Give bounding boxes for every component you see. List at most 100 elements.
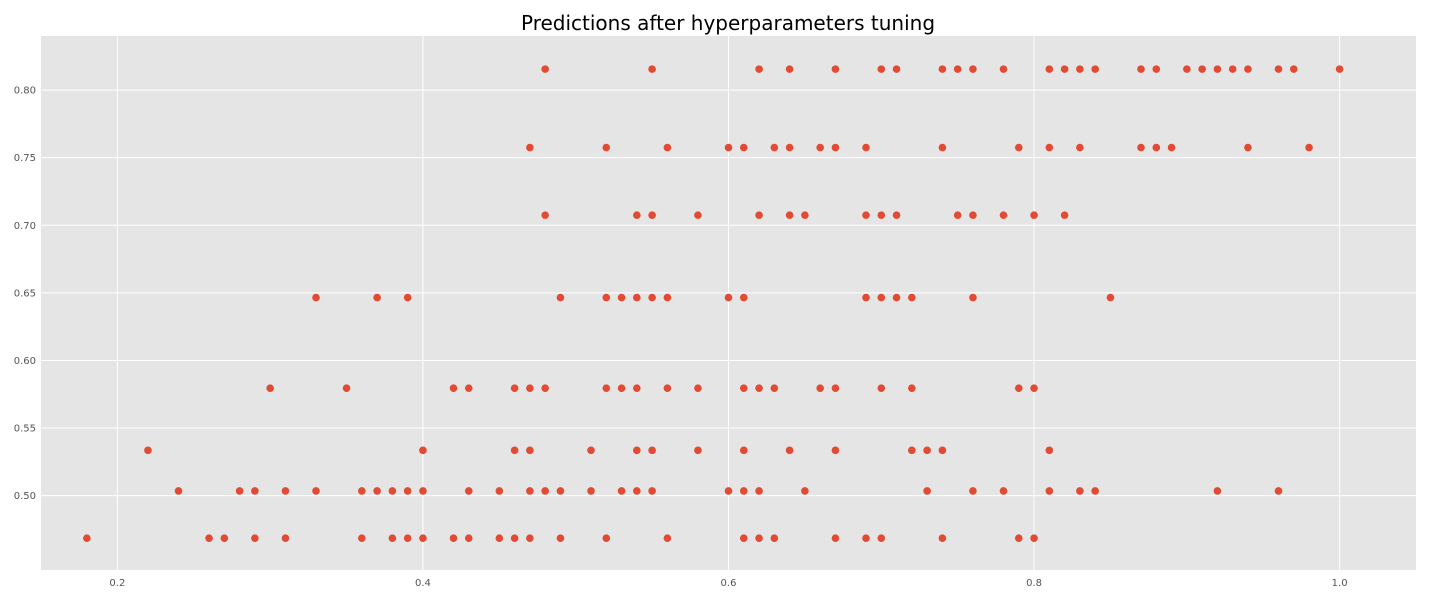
scatter-point	[1076, 143, 1084, 152]
scatter-point	[144, 446, 152, 455]
x-tick-label: 0.6	[721, 578, 737, 589]
scatter-point	[1305, 143, 1313, 152]
scatter-point	[938, 143, 947, 152]
scatter-point	[755, 534, 763, 543]
chart-title: Predictions after hyperparameters tuning	[521, 11, 935, 35]
scatter-point	[755, 487, 763, 495]
scatter-point	[83, 534, 91, 543]
scatter-point	[541, 487, 549, 495]
scatter-point	[1213, 487, 1222, 495]
scatter-point	[1030, 384, 1038, 392]
scatter-point	[1045, 446, 1054, 455]
scatter-point	[510, 384, 519, 392]
scatter-point	[587, 446, 595, 455]
scatter-point	[358, 487, 366, 495]
scatter-point	[235, 487, 244, 495]
scatter-point	[1152, 143, 1161, 152]
scatter-point	[969, 211, 977, 219]
data-points	[83, 65, 1344, 543]
scatter-point	[312, 487, 320, 495]
scatter-point	[266, 384, 274, 392]
scatter-point	[877, 65, 886, 73]
scatter-point	[1045, 487, 1054, 495]
scatter-point	[388, 487, 397, 495]
x-tick-label: 0.4	[415, 578, 431, 589]
scatter-point	[1045, 65, 1054, 73]
scatter-point	[602, 384, 611, 392]
y-tick-label: 0.75	[14, 153, 36, 164]
scatter-point	[862, 211, 870, 219]
scatter-point	[449, 534, 458, 543]
scatter-point	[892, 65, 901, 73]
scatter-point	[816, 384, 824, 392]
scatter-point	[281, 534, 290, 543]
scatter-point	[1289, 65, 1298, 73]
scatter-point	[526, 534, 534, 543]
scatter-point	[923, 446, 931, 455]
y-tick-label: 0.60	[14, 356, 36, 367]
scatter-point	[694, 384, 702, 392]
scatter-point	[663, 143, 672, 152]
scatter-point	[220, 534, 229, 543]
scatter-point	[174, 487, 183, 495]
scatter-point	[464, 384, 473, 392]
scatter-point	[1045, 143, 1054, 152]
scatter-point	[969, 487, 977, 495]
scatter-point	[205, 534, 213, 543]
scatter-point	[908, 384, 916, 392]
scatter-point	[831, 534, 840, 543]
scatter-point	[1244, 65, 1252, 73]
scatter-point	[908, 446, 916, 455]
scatter-point	[1060, 211, 1069, 219]
scatter-point	[1060, 65, 1069, 73]
scatter-point	[663, 293, 672, 302]
scatter-point	[877, 293, 886, 302]
scatter-point	[633, 384, 641, 392]
scatter-point	[541, 65, 549, 73]
scatter-point	[739, 487, 748, 495]
grid-lines	[41, 36, 1416, 570]
scatter-point	[1030, 534, 1038, 543]
y-tick-label: 0.50	[14, 491, 36, 502]
scatter-point	[755, 384, 763, 392]
scatter-point	[1335, 65, 1344, 73]
scatter-point	[556, 534, 565, 543]
scatter-point	[464, 487, 473, 495]
scatter-point	[403, 534, 412, 543]
scatter-point	[755, 65, 763, 73]
scatter-point	[801, 487, 809, 495]
scatter-point	[358, 534, 366, 543]
scatter-point	[495, 487, 504, 495]
scatter-point	[526, 384, 534, 392]
scatter-point	[1014, 143, 1023, 152]
scatter-point	[999, 487, 1008, 495]
scatter-point	[923, 487, 931, 495]
scatter-point	[510, 446, 519, 455]
scatter-point	[938, 446, 947, 455]
scatter-point	[633, 293, 641, 302]
scatter-point	[419, 446, 427, 455]
scatter-point	[892, 211, 901, 219]
scatter-point	[969, 293, 977, 302]
scatter-point	[1076, 65, 1084, 73]
scatter-point	[908, 293, 916, 302]
scatter-point	[373, 293, 381, 302]
scatter-point	[464, 534, 473, 543]
scatter-point	[938, 534, 947, 543]
scatter-point	[1274, 487, 1283, 495]
scatter-point	[724, 143, 733, 152]
scatter-point	[892, 293, 901, 302]
scatter-point	[1091, 487, 1099, 495]
scatter-point	[1137, 65, 1145, 73]
scatter-point	[602, 143, 611, 152]
scatter-point	[785, 446, 794, 455]
scatter-point	[663, 384, 672, 392]
scatter-point	[694, 446, 702, 455]
scatter-point	[724, 293, 733, 302]
scatter-point	[877, 384, 886, 392]
tick-labels: 0.2 0.4 0.6 0.8 1.0 0.50 0.55 0.60 0.65 0.70 0.75 0…	[14, 86, 1348, 589]
scatter-point	[770, 143, 779, 152]
scatter-point	[1014, 384, 1023, 392]
scatter-point	[1228, 65, 1237, 73]
